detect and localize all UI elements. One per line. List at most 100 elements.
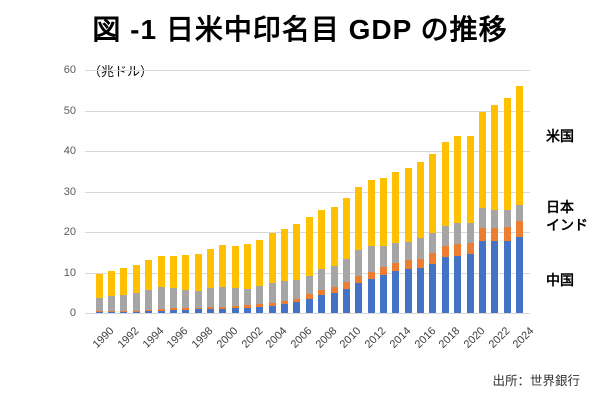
gridline-0 [85,313,530,314]
bar-2004-japan [268,282,276,303]
bar-1998-japan [194,290,202,308]
bar-2020-india [466,243,474,254]
bar-2014-japan [392,242,400,263]
source-note: 出所：世界銀行 [492,374,580,388]
bar-2024-india [515,220,523,237]
y-tick-label-50: 50 [63,104,76,117]
bar-1993-india [132,310,140,312]
bar-2005-china [281,304,289,314]
bar-2009-japan [330,265,338,288]
bar-2012-japan [367,246,375,272]
bar-2005-japan [281,281,289,301]
bar-1998-india [194,307,202,310]
bar-1998-china [194,309,202,314]
bar-2018-japan [441,225,449,247]
y-axis-unit-label: （兆ドル） [88,64,154,79]
gridline-30 [85,191,530,193]
chart-title: 図 -1 日米中印名目 GDP の推移 [92,14,508,45]
bar-2018-usa [441,142,449,226]
bar-1998-usa [194,254,202,291]
bar-1992-usa [120,268,128,295]
bar-2010-china [342,288,350,314]
bar-2011-china [355,282,363,314]
y-tick-label-60: 60 [63,64,76,76]
bar-2015-usa [404,168,412,243]
bar-1994-usa [145,260,153,290]
bar-2013-china [379,274,387,314]
bar-2009-india [330,287,338,293]
bar-2007-japan [305,275,313,295]
bar-2010-india [342,282,350,289]
gridline-60 [85,70,530,71]
bar-1991-china [108,311,116,314]
bar-1995-india [157,309,165,311]
bar-2001-japan [231,288,239,307]
bar-1993-china [132,311,140,314]
bar-2021-china [478,241,486,314]
bar-2015-japan [404,242,412,261]
bar-2005-india [281,300,289,305]
bar-2002-japan [244,288,252,306]
bar-1990-india [95,310,103,313]
bar-2023-india [503,227,511,242]
bar-2014-india [392,262,400,272]
bar-1997-usa [182,254,190,290]
bar-2012-usa [367,180,375,247]
bar-2024-japan [515,204,523,221]
bar-1996-china [169,310,177,314]
bar-2019-usa [454,136,462,224]
bar-2000-china [219,308,227,314]
bar-2011-usa [355,187,363,251]
bar-2010-usa [342,197,350,259]
bar-2022-india [491,227,499,242]
bar-2010-japan [342,258,350,283]
bar-2017-india [429,252,437,264]
bar-2013-usa [379,177,387,247]
bar-2019-india [454,244,462,256]
bar-1997-japan [182,289,190,308]
y-tick-label-0: 0 [69,307,76,319]
bar-2021-usa [478,112,486,209]
bar-1996-japan [169,288,177,309]
bar-2013-japan [379,246,387,268]
bar-1992-india [120,310,128,312]
bar-2008-usa [318,209,326,270]
bar-2003-usa [256,239,264,286]
bar-1997-india [182,307,190,310]
bar-2003-japan [256,286,264,305]
bar-1994-india [145,309,153,312]
bar-2000-usa [219,245,227,287]
bar-2018-india [441,246,449,258]
y-tick-label-10: 10 [63,266,76,279]
bar-2013-india [379,267,387,275]
bar-2006-india [293,298,301,303]
bar-2023-usa [503,97,511,211]
bar-2024-china [515,236,523,314]
bar-2002-usa [244,244,252,289]
bar-2001-india [231,306,239,309]
bar-1996-india [169,308,177,310]
bar-1991-japan [108,296,116,311]
bar-2021-japan [478,208,486,229]
bar-2021-india [478,228,486,242]
bar-2015-india [404,260,412,269]
bar-1990-japan [95,298,103,311]
bar-1991-india [108,310,116,312]
bar-2023-china [503,241,511,314]
series-label-china: 中国 [546,272,574,288]
bar-2016-usa [417,162,425,239]
bar-2000-japan [219,286,227,307]
bar-1993-japan [132,292,140,311]
bar-1995-usa [157,255,165,287]
y-tick-label-40: 40 [63,145,76,157]
bar-2008-india [318,290,326,295]
y-tick-label-20: 20 [63,226,76,238]
bar-1992-japan [120,294,128,311]
bar-2004-usa [268,233,276,283]
bar-2002-china [244,307,252,314]
series-label-japan: 日本 [546,199,574,215]
bar-1995-japan [157,286,165,310]
bar-2020-japan [466,222,474,244]
bar-2012-china [367,278,375,314]
bar-1996-usa [169,255,177,289]
